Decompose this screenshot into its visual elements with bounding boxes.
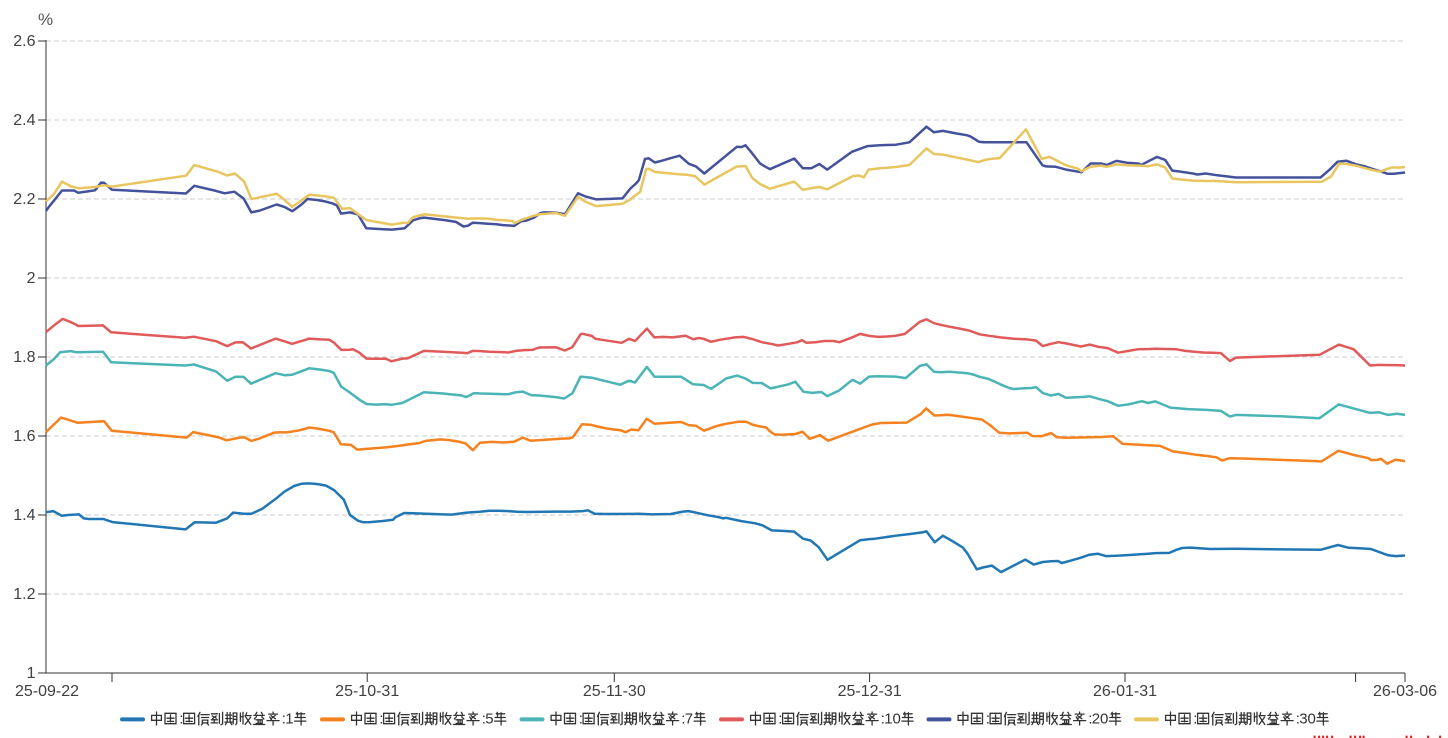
svg-text::: : <box>1088 711 1092 728</box>
svg-text:2.4: 2.4 <box>13 112 35 129</box>
svg-text:30: 30 <box>1299 711 1316 728</box>
svg-text:%: % <box>38 10 53 29</box>
svg-text:1.4: 1.4 <box>13 507 35 524</box>
svg-text:2.6: 2.6 <box>13 33 35 50</box>
svg-text:1: 1 <box>285 711 293 728</box>
svg-text::: : <box>881 711 885 728</box>
svg-text:1.8: 1.8 <box>13 349 35 366</box>
svg-text:25-11-30: 25-11-30 <box>583 683 646 700</box>
svg-text::: : <box>1296 711 1300 728</box>
svg-text:26-01-31: 26-01-31 <box>1093 683 1157 700</box>
svg-text:25-09-22: 25-09-22 <box>15 683 79 700</box>
svg-text:2: 2 <box>27 270 36 287</box>
svg-text:1: 1 <box>27 665 36 682</box>
svg-text::: : <box>282 711 286 728</box>
svg-text:1.6: 1.6 <box>13 428 35 445</box>
svg-text:26-03-06: 26-03-06 <box>1373 683 1437 700</box>
svg-text:7: 7 <box>685 711 693 728</box>
svg-text::: : <box>179 711 183 728</box>
svg-text:20: 20 <box>1092 711 1109 728</box>
svg-text:5: 5 <box>485 711 493 728</box>
svg-text::: : <box>986 711 990 728</box>
svg-text::: : <box>579 711 583 728</box>
svg-text::: : <box>482 711 486 728</box>
svg-text:25-10-31: 25-10-31 <box>335 683 399 700</box>
svg-text:10: 10 <box>884 711 901 728</box>
svg-text::: : <box>1193 711 1197 728</box>
svg-text:1.2: 1.2 <box>13 586 35 603</box>
svg-text::: : <box>681 711 685 728</box>
svg-text::: : <box>379 711 383 728</box>
svg-text:25-12-31: 25-12-31 <box>838 683 902 700</box>
svg-text::: : <box>778 711 782 728</box>
svg-text:2.2: 2.2 <box>13 191 35 208</box>
